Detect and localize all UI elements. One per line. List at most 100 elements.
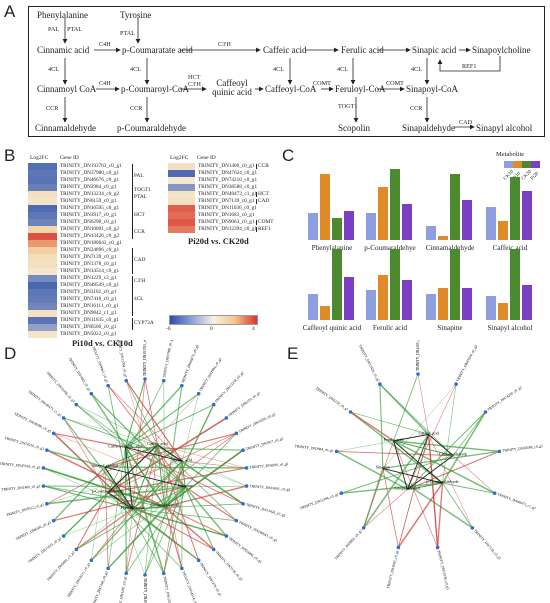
bar-ck10 (486, 206, 496, 240)
heatmap-right-family-bracket (256, 227, 257, 232)
network-d-gene-node (244, 484, 249, 488)
heatmap-left-gene-id: TRINITY_DN10595_c0_g1 (60, 205, 120, 211)
network-e-edge (397, 434, 430, 548)
heatmap-right-cell (168, 198, 195, 205)
network-d-gene-node (234, 518, 239, 523)
network-e-edge (350, 411, 394, 442)
network-d-edge (125, 393, 200, 448)
bar-panel-label: Caffeoyl quinic acid (302, 324, 362, 332)
network-d-gene-label: TRINITY_DN11036_c0_g1 (45, 371, 76, 404)
network-d-gene-node (45, 448, 49, 452)
bar-panel (484, 168, 536, 240)
network-d-metabolite-label: Ferulic acid (172, 457, 193, 462)
network-d-gene-node (74, 402, 79, 407)
heatmap-left-cell (28, 275, 57, 282)
heatmap-left-gene-id: TRINITY_DN5022_c0_g1 (60, 331, 117, 337)
network-d-gene-node (143, 573, 147, 577)
network-d-edge (132, 508, 227, 537)
network-d-gene-node (196, 391, 201, 396)
enzyme-cad: CAD (459, 119, 473, 126)
network-e-gene-node (339, 491, 344, 496)
network-e-gene-label: TRINITY_DN74210_c0_g1 (487, 385, 523, 412)
enzyme-4cl-5: 4CL (411, 66, 423, 73)
network-e-edge (442, 482, 495, 494)
heatmap-right-cell (168, 163, 195, 170)
heatmap-right-title: Pi20d vs. CK20d (188, 236, 249, 246)
bar-pi20 (402, 204, 412, 240)
heatmap-left-family-label: PAL (134, 173, 144, 179)
heatmap-left-gene-id: TRINITY_DN7410_c0_g1 (60, 296, 117, 302)
bar-panel-label: Cinnamaldehyde (425, 244, 475, 252)
node-p-coumaroyl-coa: p-Coumaroyl-CoA (121, 84, 189, 94)
network-d-edge (144, 486, 186, 576)
bar-pi10 (378, 186, 388, 240)
heatmap-right-family-label: COMT (258, 218, 274, 225)
node-caffeic-acid: Caffeic acid (263, 45, 307, 55)
heatmap-right-family-label: HCT (258, 190, 269, 197)
network-d-edge (76, 404, 126, 448)
network-d-gene-node (41, 466, 46, 470)
enzyme-ccr-3: CCR (410, 105, 423, 112)
network-d-edge (63, 508, 133, 537)
network-e-edge (428, 434, 439, 548)
heatmap-left-gene-id: TRINITY_DN6506_c0_g1 (60, 324, 117, 330)
network-d-edge (125, 486, 186, 574)
node-ferulic-acid: Ferulic acid (341, 45, 384, 55)
panel-letter-e: E (287, 344, 299, 363)
heatmap-right-gene-id: TRINITY_DN1400_c0_g1 (198, 163, 255, 169)
heatmap-right-gene-id: TRINITY_DN7139_c0_g1 (198, 198, 255, 204)
heatmap-left-family-label: 4CL (134, 295, 144, 302)
network-d-edge (63, 417, 158, 446)
bar-ck20 (332, 218, 342, 240)
network-e-gene-label: TRINITY_DN38588_c0_g1 (502, 444, 543, 453)
heatmap-left-family-bracket (132, 185, 133, 197)
legend-title: Metabolite (496, 151, 525, 158)
bar-pi20 (462, 288, 472, 320)
network-d-gene-label: TRINITY_DN3182_c0_g1 (116, 576, 127, 603)
bar-ck10 (308, 212, 318, 240)
heatmap-left-family-label: C3'H (134, 278, 146, 284)
heatmap-left-cell (28, 247, 57, 254)
bar-pi10 (438, 288, 448, 320)
node-cinnamic-acid: Cinnamic acid (37, 45, 90, 55)
heatmap-right-cell (168, 226, 195, 233)
heatmap-left-cell (28, 303, 57, 310)
bar-panel-label: p-Coumaraldehye (364, 244, 416, 252)
bar-pi10 (320, 173, 330, 240)
network-e-edge (417, 373, 429, 435)
network-d-edge (164, 506, 227, 537)
network-d-edge (43, 467, 165, 508)
network-e-metabolite-label: p-Coumaraldehyde (426, 479, 458, 484)
network-d-edge (107, 385, 183, 462)
heatmap-left-cell (28, 296, 57, 303)
network-d-gene-node (89, 391, 94, 396)
network-d-edge (124, 447, 134, 510)
network-e-edge (363, 440, 394, 528)
node-feruloyl-coa: Feruloyl-CoA (335, 84, 386, 94)
network-e-edge (362, 434, 430, 529)
network-e-gene-label: TRINITY_DN7139_c0_g1 (473, 529, 502, 561)
network-d-gene-label: TRINITY_DN49549_c0_g1 (143, 578, 147, 603)
network-d: TRINITY_DN193763_c0_g1 TRINITY_DN37980_c0… (0, 340, 290, 603)
network-d-gene-node (224, 534, 229, 538)
network-e-edge (350, 411, 429, 435)
heatmap-left-cell (28, 177, 57, 184)
heatmap-left-cell (28, 198, 57, 205)
network-d-gene-label: TRINITY_DN10001_c0_g2 (249, 484, 290, 492)
network-d-edge (46, 444, 158, 505)
network-d-gene-label: TRINITY_DN7139_c0_g1 (214, 550, 243, 582)
network-d-edge (157, 444, 183, 462)
heatmap-right-geneid-label: Gene ID (197, 155, 216, 161)
network-d-edge (132, 460, 183, 510)
bar-panel-label: Ferulic acid (372, 324, 408, 332)
network-d-edge (91, 508, 133, 561)
network-e-metabolite-label: Ferulic acid (384, 437, 405, 442)
network-d-edge (43, 485, 133, 510)
enzyme-4cl-4: 4CL (337, 66, 349, 73)
network-e: TRINITY_DN1400_c0_g1 TRINITY_DN47624_c0_g… (295, 340, 544, 591)
network-e-metabolite-label: Caffeic acid (418, 430, 439, 435)
heatmap-left-cell (28, 170, 57, 177)
bar-ck10 (366, 289, 376, 320)
heatmap-right-gene-id: TRINITY_DN9063_c0_g1 (198, 219, 255, 225)
network-e-edge (363, 489, 408, 529)
